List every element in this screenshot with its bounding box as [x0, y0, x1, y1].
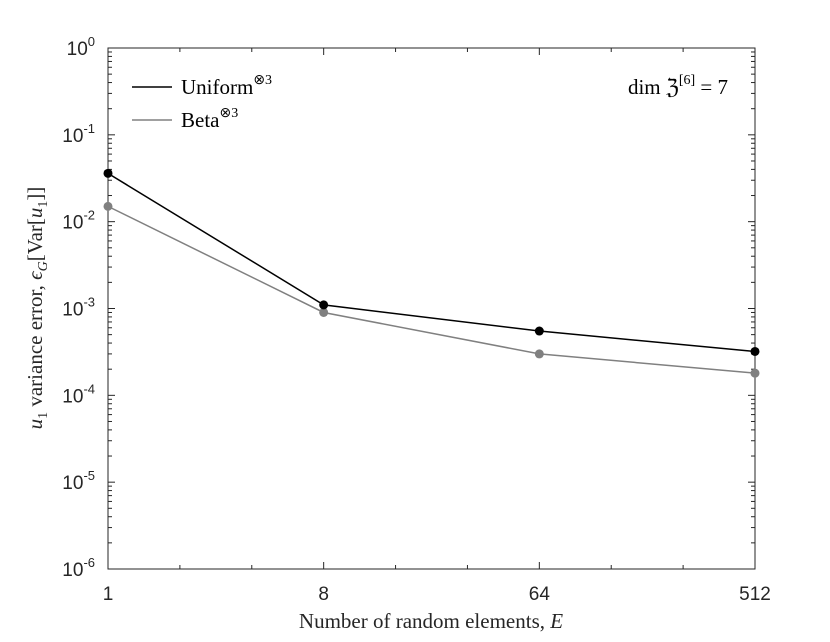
data-point	[750, 368, 760, 378]
axes-box	[107, 47, 756, 570]
legend-label-beta: Beta⊗3	[181, 106, 238, 132]
y-tick-base: 10	[62, 473, 83, 494]
y-axis-title-u2: u	[23, 208, 47, 219]
annot-sup: [6]	[679, 73, 695, 88]
x-axis-title-var: E	[549, 609, 563, 633]
y-tick-base: 10	[62, 126, 83, 147]
series-layer	[103, 168, 760, 378]
y-axis-title-sub1: 1	[36, 412, 51, 419]
series-line	[107, 205, 756, 374]
y-tick-exponent: -3	[83, 295, 95, 310]
data-point	[534, 326, 544, 336]
x-axis-title: Number of random elements, E	[299, 609, 563, 633]
legend-label-uniform-base: Uniform	[181, 75, 253, 99]
y-tick-exponent: -5	[83, 468, 95, 483]
y-axis-title-var: [Var[	[23, 218, 47, 261]
x-axis-title-main: Number of random elements,	[299, 609, 550, 633]
annot-eq: = 7	[695, 75, 728, 99]
x-tick-label: 64	[529, 584, 551, 605]
y-axis-title-mid: variance error,	[23, 280, 47, 412]
y-tick-exponent: -2	[83, 208, 95, 223]
y-tick-label: 10-5	[62, 468, 95, 494]
y-tick-base: 10	[62, 213, 83, 234]
series-line	[107, 172, 756, 353]
y-tick-label: 10-4	[62, 381, 95, 407]
data-point	[534, 349, 544, 359]
annot-z: ℨ	[666, 75, 679, 99]
legend-label-beta-sup: ⊗3	[219, 106, 238, 121]
y-tick-label: 10-1	[62, 121, 95, 147]
y-axis-title-close: ]]	[23, 187, 47, 201]
plot-area	[108, 48, 755, 569]
legend-label-uniform-sup: ⊗3	[253, 73, 272, 88]
x-tick-label: 8	[318, 584, 329, 605]
x-tick-labels: 1 8 64 512	[103, 584, 771, 605]
data-point	[319, 300, 329, 310]
data-point	[319, 307, 329, 317]
y-axis-title-u: u	[23, 419, 47, 430]
annot-dim: dim	[628, 75, 666, 99]
y-tick-base: 10	[62, 560, 83, 581]
data-point	[750, 346, 760, 356]
y-tick-base: 10	[62, 386, 83, 407]
y-axis-title-subG: G	[36, 261, 51, 271]
y-axis-title-sub2: 1	[36, 201, 51, 208]
x-tick-label: 512	[739, 584, 771, 605]
y-axis-title: u1 variance error, ϵG[Var[u1]]	[23, 187, 51, 430]
y-tick-label: 10-2	[62, 208, 95, 234]
y-tick-exponent: -4	[83, 381, 95, 396]
legend-label-beta-base: Beta	[181, 108, 220, 132]
x-tick-label: 1	[103, 584, 114, 605]
y-tick-label: 10-6	[62, 555, 95, 581]
dimension-annotation: dim ℨ[6] = 7	[628, 73, 728, 99]
data-point	[103, 201, 113, 211]
y-tick-base: 10	[62, 300, 83, 321]
legend-label-uniform: Uniform⊗3	[181, 73, 272, 99]
y-tick-label: 10-3	[62, 295, 95, 321]
y-tick-exponent: -6	[83, 555, 95, 570]
y-tick-label: 100	[67, 34, 95, 60]
y-tick-exponent: 0	[88, 34, 95, 49]
y-tick-base: 10	[67, 39, 88, 60]
data-point	[103, 168, 113, 178]
legend: Uniform⊗3 Beta⊗3	[132, 73, 272, 132]
y-axis-title-eps: ϵ	[23, 270, 47, 280]
y-tick-exponent: -1	[83, 121, 95, 136]
